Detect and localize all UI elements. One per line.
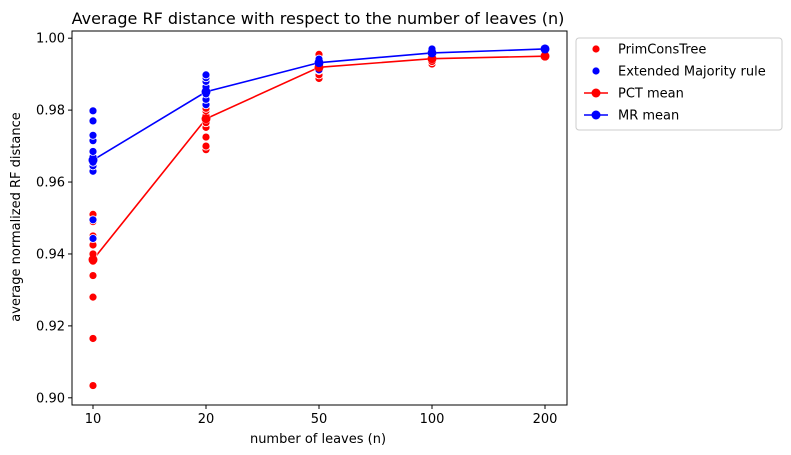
- x-tick-label: 50: [311, 412, 328, 427]
- legend-label: PrimConsTree: [618, 43, 706, 58]
- legend-label: Extended Majority rule: [618, 65, 766, 80]
- scatter-point: [88, 381, 98, 390]
- legend: PrimConsTree Extended Majority rule PCT me…: [575, 37, 783, 131]
- plot-frame: [71, 30, 568, 406]
- scatter-point: [88, 147, 98, 156]
- mean-point: [88, 255, 98, 265]
- mean-markers: [88, 44, 550, 265]
- legend-label: PCT mean: [618, 87, 684, 102]
- x-tick-label: 20: [198, 412, 215, 427]
- mean-point: [427, 48, 437, 58]
- scatter-point: [201, 132, 211, 142]
- y-axis-label: average normalized RF distance: [9, 112, 24, 321]
- legend-marker: [591, 88, 601, 98]
- legend-marker: [591, 110, 601, 120]
- scatter-point: [88, 234, 98, 243]
- mean-point: [201, 87, 211, 97]
- scatter-point: [201, 70, 211, 80]
- scatter-point: [88, 292, 98, 302]
- legend-marker: [591, 44, 601, 54]
- scatter-point: [201, 141, 211, 151]
- scatter-points: [88, 43, 550, 390]
- scatter-point: [88, 271, 98, 280]
- legend-box: [575, 37, 783, 131]
- legend-label: MR mean: [618, 109, 679, 124]
- scatter-point: [88, 130, 98, 140]
- y-tick-label: 0.90: [36, 391, 65, 406]
- scatter-point: [88, 106, 98, 116]
- scatter-point: [88, 334, 98, 343]
- mean-line: [92, 55, 546, 261]
- mean-point: [540, 44, 550, 54]
- y-tick-label: 0.98: [36, 104, 65, 119]
- legend-marker: [591, 66, 601, 76]
- mean-point: [540, 51, 550, 61]
- mean-point: [314, 58, 324, 68]
- mean-point: [88, 155, 98, 165]
- x-tick-label: 10: [85, 412, 102, 427]
- scatter-point: [88, 116, 98, 126]
- x-axis-label: number of leaves (n): [250, 432, 386, 447]
- y-tick-label: 0.96: [36, 176, 65, 191]
- mean-point: [201, 114, 211, 124]
- chart-title: Average RF distance with respect to the …: [72, 9, 565, 28]
- x-tick-label: 200: [533, 412, 558, 427]
- y-tick-label: 0.94: [36, 247, 65, 262]
- axes: 10 20 50 100 200 0.90 0.92 0.94 0.96 0.98 1.00: [36, 30, 568, 427]
- x-tick-label: 100: [420, 412, 445, 427]
- y-tick-label: 1.00: [36, 32, 65, 47]
- scatter-point: [88, 215, 98, 225]
- y-tick-label: 0.92: [36, 319, 65, 334]
